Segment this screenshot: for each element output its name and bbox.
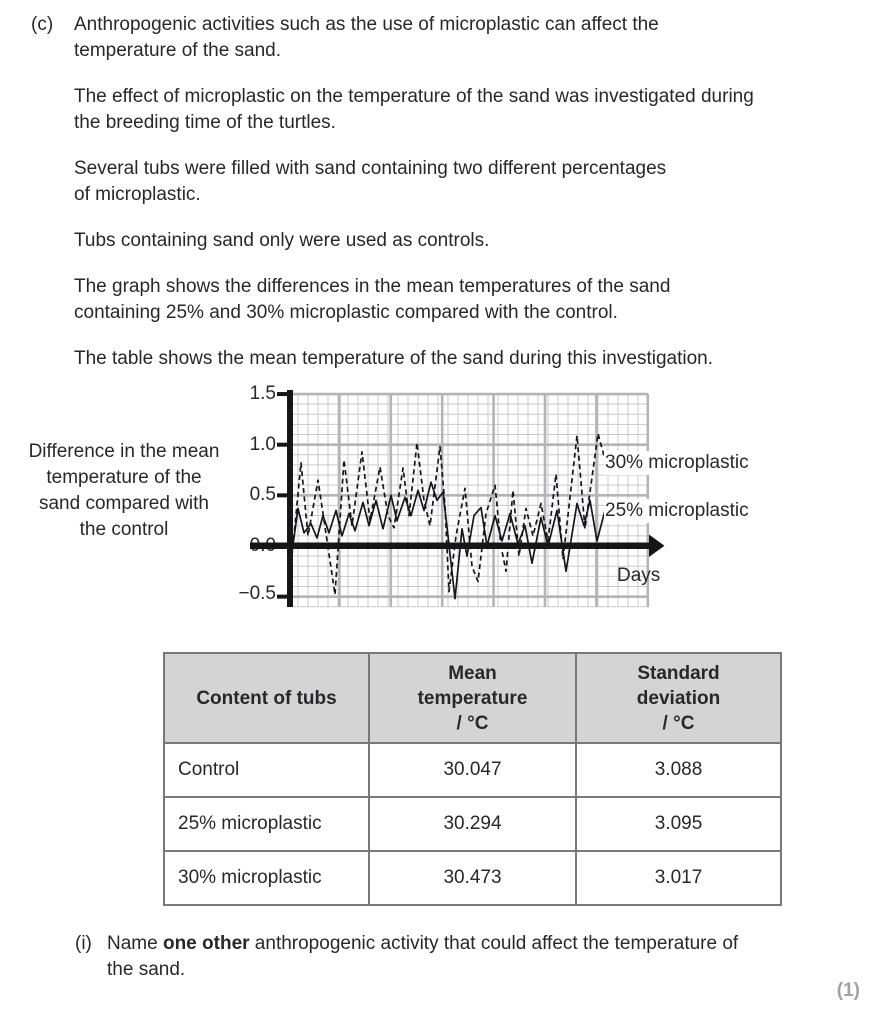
- results-table: Content of tubs Mean temperature / °C St…: [163, 652, 782, 906]
- y-tick-label: 1.0: [249, 434, 276, 455]
- y-tick-label: 0.5: [249, 484, 276, 505]
- table-cell: 3.088: [575, 742, 782, 798]
- y-axis-tick: [277, 493, 288, 498]
- paragraph: Tubs containing sand only were used as c…: [74, 230, 490, 251]
- subquestion-text-post: anthropogenic activity that could affect…: [107, 933, 739, 980]
- table-row: Control 30.047 3.088: [163, 742, 782, 798]
- series-line-30pct: [288, 432, 608, 596]
- table-cell: 30% microplastic: [163, 850, 370, 906]
- table-cell: 3.017: [575, 850, 782, 906]
- table-cell: Control: [163, 742, 370, 798]
- table-header-cell: Standard deviation / °C: [575, 652, 782, 744]
- subquestion-label: (i): [75, 933, 92, 954]
- table-cell: 30.294: [368, 796, 577, 852]
- y-axis-title: Difference in the mean temperature of th…: [28, 441, 220, 540]
- graph-plot: [250, 390, 665, 608]
- table-header-cell: Content of tubs: [163, 652, 370, 744]
- table-cell: 3.095: [575, 796, 782, 852]
- series-label-30pct: 30% microplastic: [604, 451, 752, 475]
- subquestion-text-pre: Name: [107, 933, 163, 954]
- table-row: 30% microplastic 30.473 3.017: [163, 850, 782, 906]
- series-label-25pct: 25% microplastic: [604, 499, 752, 523]
- paragraph: Anthropogenic activities such as the use…: [74, 14, 659, 61]
- paragraph: Several tubs were filled with sand conta…: [74, 158, 667, 205]
- x-axis: [250, 542, 650, 549]
- table-header-cell: Mean temperature / °C: [368, 652, 577, 744]
- question-intro: Anthropogenic activities such as the use…: [74, 12, 864, 392]
- marks-badge: (1): [836, 980, 860, 1001]
- question-part-label: (c): [31, 14, 54, 35]
- subquestion-text-bold: one other: [162, 933, 250, 954]
- table-header-row: Content of tubs Mean temperature / °C St…: [163, 652, 782, 744]
- y-axis-tick: [277, 594, 288, 599]
- series-line-25pct: [288, 481, 612, 600]
- table-row: 25% microplastic 30.294 3.095: [163, 796, 782, 852]
- paragraph: The graph shows the differences in the m…: [74, 276, 671, 323]
- x-axis-arrowhead: [649, 534, 665, 557]
- x-axis-title: Days: [617, 565, 661, 586]
- subquestion-text: Name one other anthropogenic activity th…: [107, 931, 827, 983]
- y-tick-label: 1.5: [249, 383, 276, 404]
- table-cell: 30.047: [368, 742, 577, 798]
- y-tick-label: −0.5: [238, 583, 276, 604]
- paragraph: The table shows the mean temperature of …: [74, 348, 713, 369]
- paragraph: The effect of microplastic on the temper…: [74, 86, 754, 133]
- table-cell: 30.473: [368, 850, 577, 906]
- y-axis-tick: [277, 442, 288, 447]
- y-axis-tick: [277, 392, 288, 397]
- table-cell: 25% microplastic: [163, 796, 370, 852]
- y-axis: [287, 390, 293, 607]
